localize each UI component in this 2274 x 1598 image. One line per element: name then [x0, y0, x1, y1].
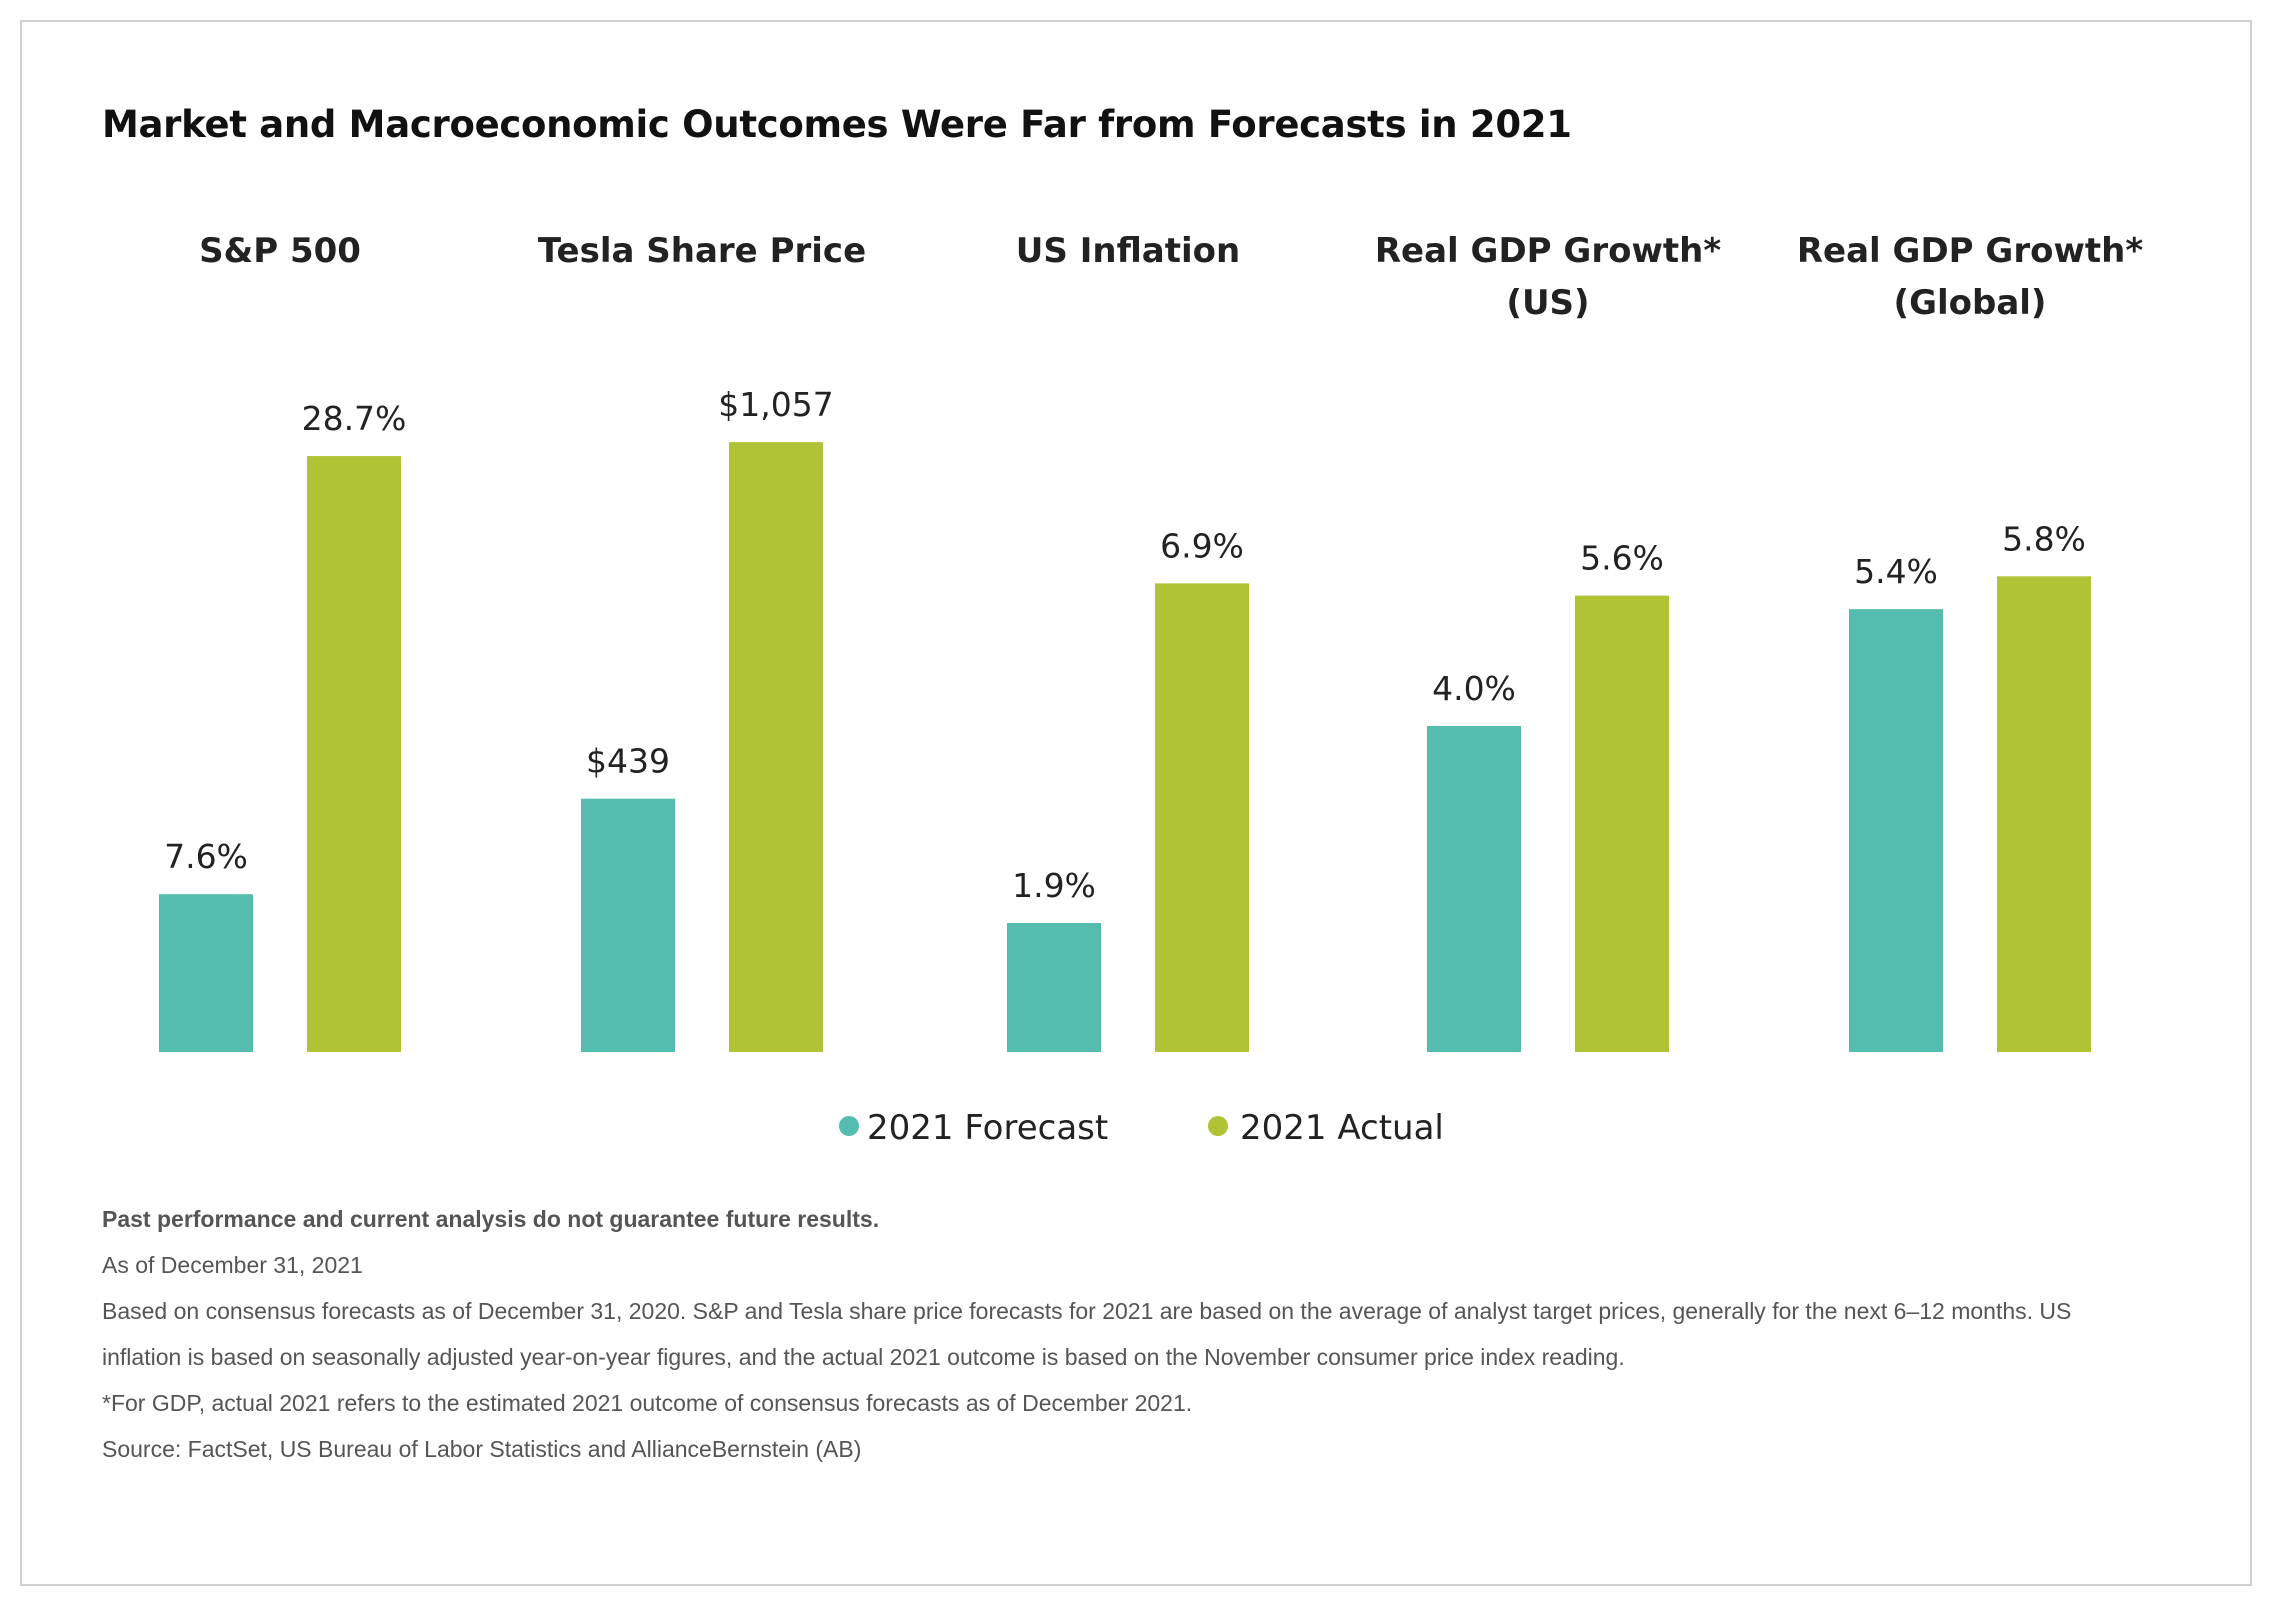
footnotes: Past performance and current analysis do… — [102, 1196, 2162, 1472]
basis-note-line-2: inflation is based on seasonally adjuste… — [102, 1344, 1625, 1370]
panel-title: (US) — [1506, 283, 1589, 323]
forecast-value-label: 5.4% — [1854, 552, 1938, 591]
actual-bar — [1575, 595, 1669, 1052]
panel-title: Real GDP Growth* — [1375, 231, 1721, 271]
legend-actual-marker — [1208, 1116, 1228, 1136]
chart-title: Market and Macroeconomic Outcomes Were F… — [102, 103, 1572, 146]
gdp-note: *For GDP, actual 2021 refers to the esti… — [102, 1390, 1193, 1416]
forecast-value-label: 7.6% — [164, 837, 248, 876]
forecast-bar — [1427, 726, 1521, 1052]
actual-bar — [307, 456, 401, 1052]
actual-bar — [1155, 583, 1249, 1052]
chart-frame — [20, 20, 2252, 1586]
actual-value-label: 5.8% — [2002, 519, 2086, 558]
forecast-bar — [1849, 609, 1943, 1052]
actual-value-label: 28.7% — [302, 399, 407, 438]
disclaimer-note: Past performance and current analysis do… — [102, 1206, 880, 1232]
actual-value-label: 5.6% — [1580, 539, 1664, 578]
forecast-value-label: $439 — [586, 742, 670, 781]
panel-title: Tesla Share Price — [538, 231, 866, 271]
as-of-note: As of December 31, 2021 — [102, 1252, 363, 1278]
forecast-bar — [581, 798, 675, 1052]
forecast-value-label: 1.9% — [1012, 866, 1096, 905]
actual-bar — [729, 442, 823, 1052]
panel-title: US Inflation — [1016, 231, 1240, 271]
panel-4: Real GDP Growth* (US) 4.0% 5.6% — [1375, 231, 1721, 1052]
forecast-bar — [159, 894, 253, 1052]
panel-title: S&P 500 — [199, 231, 361, 271]
legend-forecast-marker — [839, 1116, 859, 1136]
panel-5: Real GDP Growth* (Global) 5.4% 5.8% — [1797, 231, 2143, 1052]
panel-title: (Global) — [1894, 283, 2047, 323]
forecast-value-label: 4.0% — [1432, 669, 1516, 708]
panel-3: US Inflation 1.9% 6.9% — [1007, 231, 1249, 1052]
basis-note-line-1: Based on consensus forecasts as of Decem… — [102, 1298, 2072, 1324]
legend: 2021 Forecast 2021 Actual — [839, 1108, 1444, 1148]
legend-actual-label: 2021 Actual — [1240, 1108, 1444, 1148]
legend-forecast-label: 2021 Forecast — [867, 1108, 1108, 1148]
panel-title: Real GDP Growth* — [1797, 231, 2143, 271]
panel-1: S&P 500 7.6% 28.7% — [159, 231, 406, 1052]
actual-value-label: $1,057 — [718, 385, 833, 424]
source-note: Source: FactSet, US Bureau of Labor Stat… — [102, 1436, 862, 1462]
panel-2: Tesla Share Price $439 $1,057 — [538, 231, 866, 1052]
actual-bar — [1997, 576, 2091, 1052]
forecast-bar — [1007, 922, 1101, 1052]
actual-value-label: 6.9% — [1160, 526, 1244, 565]
